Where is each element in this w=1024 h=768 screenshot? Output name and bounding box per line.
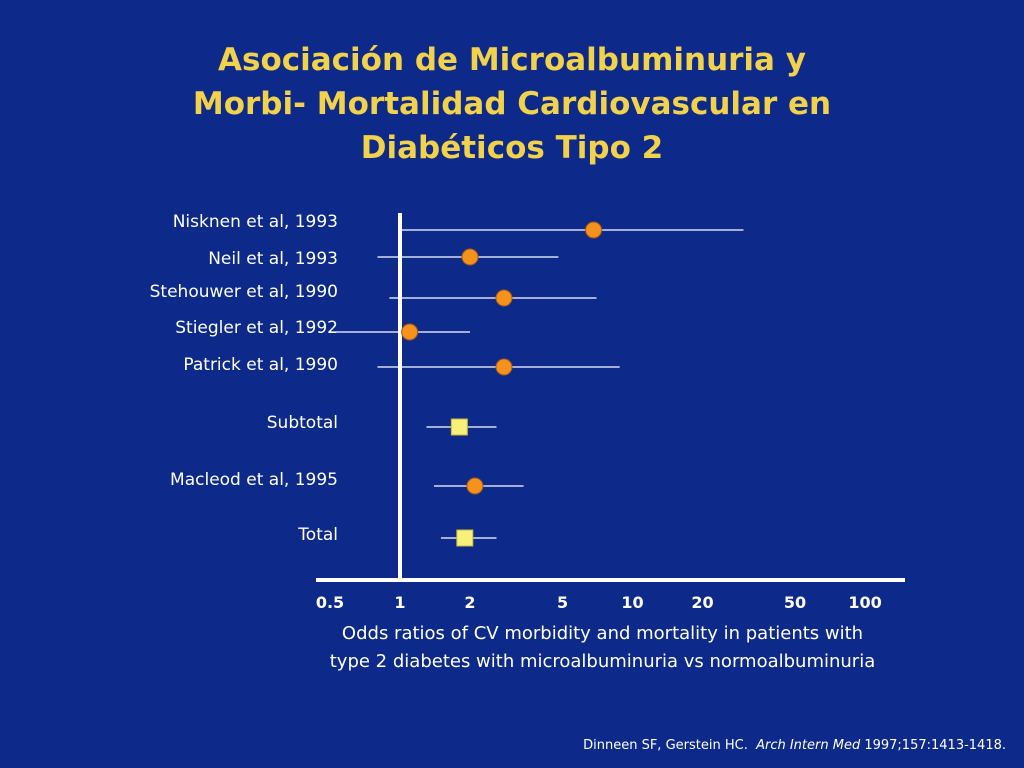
row-label: Patrick et al, 1990 [183, 355, 338, 375]
x-tick-label: 10 [621, 593, 643, 612]
citation-journal: Arch Intern Med [756, 738, 861, 753]
row-label: Stiegler et al, 1992 [175, 318, 338, 338]
x-axis-caption: Odds ratios of CV morbidity and mortalit… [300, 620, 905, 676]
x-tick-label: 20 [691, 593, 713, 612]
pooled-estimate-square [450, 418, 468, 436]
x-tick-label: 2 [464, 593, 475, 612]
pooled-estimate-square [456, 529, 474, 547]
row-label: Stehouwer et al, 1990 [150, 282, 338, 302]
caption-line-1: Odds ratios of CV morbidity and mortalit… [341, 623, 864, 644]
row-label: Nisknen et al, 1993 [173, 212, 338, 232]
title-line-3: Diabéticos Tipo 2 [360, 130, 664, 166]
slide-title: Asociación de Microalbuminuria y Morbi- … [0, 38, 1024, 170]
study-estimate-point [585, 221, 603, 239]
citation: Dinneen SF, Gerstein HC. Arch Intern Med… [583, 738, 1006, 753]
study-estimate-point [466, 477, 484, 495]
x-tick-label: 0.5 [316, 593, 344, 612]
citation-ref: 1997;157:1413-1418. [864, 738, 1006, 753]
row-label: Total [297, 525, 338, 545]
row-label: Neil et al, 1993 [208, 249, 338, 269]
row-label: Macleod et al, 1995 [170, 470, 338, 490]
study-estimate-point [495, 289, 513, 307]
title-line-2: Morbi- Mortalidad Cardiovascular en [192, 86, 832, 122]
caption-line-2: type 2 diabetes with microalbuminuria vs… [329, 651, 876, 672]
citation-authors: Dinneen SF, Gerstein HC. [583, 738, 748, 753]
x-tick-label: 50 [784, 593, 806, 612]
study-estimate-point [461, 248, 479, 266]
title-line-1: Asociación de Microalbuminuria y [218, 42, 806, 78]
row-label: Subtotal [267, 413, 338, 433]
study-estimate-point [401, 323, 419, 341]
x-tick-label: 1 [394, 593, 405, 612]
study-estimate-point [495, 358, 513, 376]
x-tick-label: 5 [557, 593, 568, 612]
x-tick-label: 100 [848, 593, 881, 612]
